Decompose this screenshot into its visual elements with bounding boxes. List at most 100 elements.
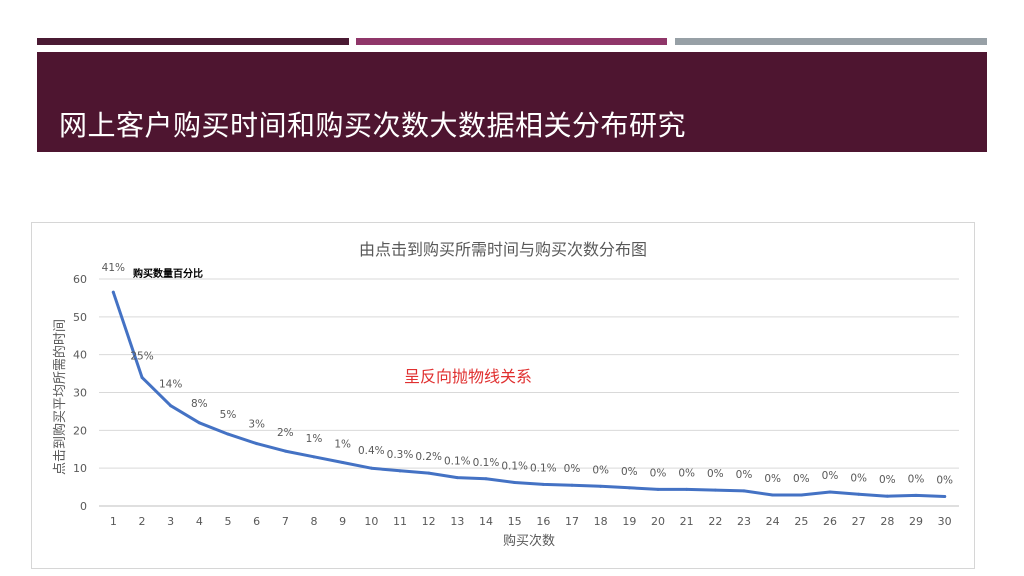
data-label: 0% bbox=[822, 470, 839, 482]
data-point bbox=[685, 487, 689, 491]
x-tick-label: 15 bbox=[508, 515, 522, 528]
x-tick-label: 19 bbox=[622, 515, 636, 528]
y-tick-label: 20 bbox=[73, 424, 87, 437]
header-stripe-2 bbox=[356, 38, 667, 45]
x-tick-label: 4 bbox=[196, 515, 203, 528]
data-point bbox=[427, 471, 431, 475]
data-point bbox=[570, 483, 574, 487]
data-point bbox=[857, 492, 861, 496]
annotation-text: 呈反向抛物线关系 bbox=[404, 367, 532, 386]
x-tick-label: 10 bbox=[364, 515, 378, 528]
x-tick-label: 24 bbox=[766, 515, 780, 528]
data-label: 0% bbox=[621, 466, 638, 478]
x-tick-label: 9 bbox=[339, 515, 346, 528]
data-point bbox=[369, 466, 373, 470]
x-tick-label: 2 bbox=[139, 515, 146, 528]
data-point bbox=[914, 493, 918, 497]
data-point bbox=[455, 476, 459, 480]
x-tick-label: 18 bbox=[594, 515, 608, 528]
data-label: 0.1% bbox=[444, 456, 471, 468]
chart-title: 由点击到购买所需时间与购买次数分布图 bbox=[359, 240, 647, 259]
data-label: 0% bbox=[936, 475, 953, 487]
title-banner: 网上客户购买时间和购买次数大数据相关分布研究 bbox=[37, 52, 987, 152]
x-tick-label: 23 bbox=[737, 515, 751, 528]
y-tick-label: 0 bbox=[80, 500, 87, 513]
data-label: 0.1% bbox=[473, 457, 500, 469]
data-point bbox=[398, 469, 402, 473]
data-label: 14% bbox=[159, 379, 182, 391]
x-tick-label: 21 bbox=[680, 515, 694, 528]
data-point bbox=[599, 484, 603, 488]
x-tick-label: 6 bbox=[253, 515, 260, 528]
data-label: 3% bbox=[248, 419, 265, 431]
x-tick-label: 27 bbox=[852, 515, 866, 528]
data-point bbox=[541, 482, 545, 486]
data-label: 0% bbox=[850, 472, 867, 484]
data-point bbox=[799, 493, 803, 497]
data-label: 8% bbox=[191, 398, 208, 410]
x-tick-label: 7 bbox=[282, 515, 289, 528]
data-label: 0% bbox=[707, 468, 724, 480]
data-point bbox=[513, 481, 517, 485]
x-tick-label: 5 bbox=[225, 515, 232, 528]
x-tick-label: 12 bbox=[422, 515, 436, 528]
slide-title: 网上客户购买时间和购买次数大数据相关分布研究 bbox=[59, 109, 687, 142]
data-point bbox=[484, 477, 488, 481]
data-label: 25% bbox=[130, 350, 153, 362]
legend-label: 购买数量百分比 bbox=[133, 267, 203, 280]
x-tick-label: 16 bbox=[536, 515, 550, 528]
data-label: 1% bbox=[306, 433, 323, 445]
data-point bbox=[943, 495, 947, 499]
data-label: 41% bbox=[102, 262, 125, 274]
header-stripe-3 bbox=[675, 38, 987, 45]
header-stripe-1 bbox=[37, 38, 349, 45]
data-label: 0% bbox=[736, 469, 753, 481]
data-point bbox=[169, 404, 173, 408]
x-tick-label: 30 bbox=[938, 515, 952, 528]
x-tick-label: 29 bbox=[909, 515, 923, 528]
data-point bbox=[312, 455, 316, 459]
data-point bbox=[140, 375, 144, 379]
data-label: 0% bbox=[564, 463, 581, 475]
y-tick-label: 50 bbox=[73, 311, 87, 324]
data-point bbox=[226, 432, 230, 436]
data-label: 0% bbox=[793, 473, 810, 485]
data-point bbox=[111, 290, 115, 294]
x-axis-label: 购买次数 bbox=[503, 533, 555, 549]
data-label: 0% bbox=[764, 473, 781, 485]
data-label: 0.3% bbox=[387, 449, 414, 461]
data-label: 0% bbox=[650, 467, 667, 479]
data-label: 1% bbox=[334, 438, 351, 450]
line-chart: 由点击到购买所需时间与购买次数分布图 点击到购买平均所需的时间 购买次数 购买数… bbox=[52, 240, 959, 549]
data-label: 0% bbox=[908, 473, 925, 485]
data-label: 0% bbox=[678, 467, 695, 479]
x-tick-label: 22 bbox=[708, 515, 722, 528]
data-point bbox=[656, 487, 660, 491]
data-label: 0.1% bbox=[530, 462, 557, 474]
data-point bbox=[713, 488, 717, 492]
series-line bbox=[111, 290, 947, 498]
y-tick-label: 10 bbox=[73, 462, 87, 475]
y-axis-label: 点击到购买平均所需的时间 bbox=[52, 319, 68, 475]
x-tick-label: 26 bbox=[823, 515, 837, 528]
x-tick-label: 11 bbox=[393, 515, 407, 528]
y-tick-label: 30 bbox=[73, 387, 87, 400]
x-tick-label: 1 bbox=[110, 515, 117, 528]
x-tick-label: 20 bbox=[651, 515, 665, 528]
data-point bbox=[771, 493, 775, 497]
data-point bbox=[627, 486, 631, 490]
data-point bbox=[885, 494, 889, 498]
data-point bbox=[828, 490, 832, 494]
data-label: 0.4% bbox=[358, 445, 385, 457]
y-tick-label: 40 bbox=[73, 349, 87, 362]
x-tick-label: 14 bbox=[479, 515, 493, 528]
x-tick-label: 25 bbox=[794, 515, 808, 528]
data-label: 0.1% bbox=[501, 461, 528, 473]
chart-frame: 由点击到购买所需时间与购买次数分布图 点击到购买平均所需的时间 购买次数 购买数… bbox=[31, 222, 975, 569]
data-point bbox=[255, 442, 259, 446]
x-tick-label: 8 bbox=[311, 515, 318, 528]
x-tick-label: 3 bbox=[167, 515, 174, 528]
data-label: 5% bbox=[220, 409, 237, 421]
x-tick-label: 13 bbox=[450, 515, 464, 528]
data-label: 0.2% bbox=[415, 451, 442, 463]
